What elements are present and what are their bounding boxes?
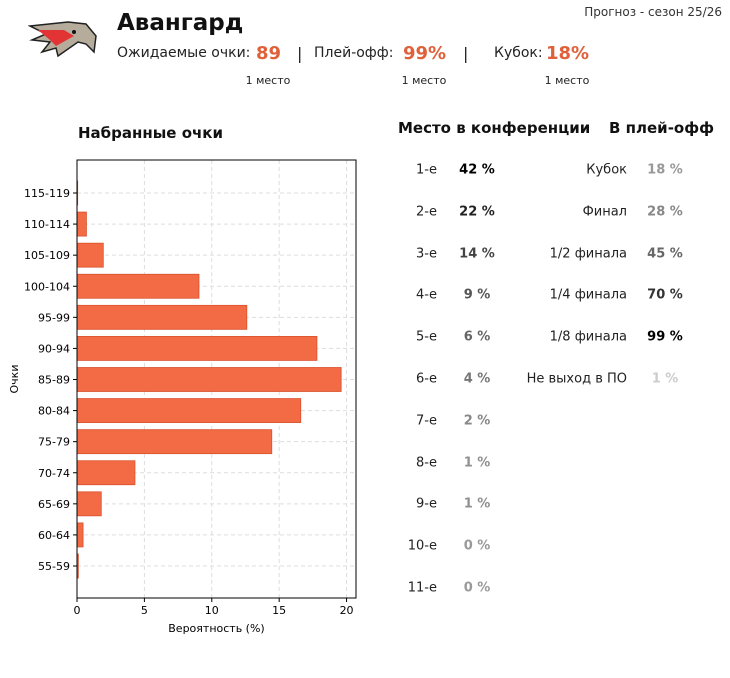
playoff-stage-label: Не выход в ПО	[526, 371, 627, 387]
y-tick-label: 105-109	[24, 249, 70, 262]
bar	[76, 367, 342, 392]
bar	[76, 460, 136, 486]
conference-place-label: 5-е	[416, 329, 437, 345]
y-tick-label: 110-114	[24, 218, 70, 231]
y-tick-label: 80-84	[38, 405, 70, 418]
x-tick-label: 10	[205, 604, 219, 617]
bar	[76, 242, 104, 268]
y-tick-label: 65-69	[38, 498, 70, 511]
y-tick-label: 60-64	[38, 529, 70, 542]
conference-place-value: 0 %	[463, 538, 491, 554]
playoff-stage-value: 28 %	[647, 204, 683, 220]
conference-place-value: 4 %	[463, 371, 491, 387]
conference-place-label: 3-е	[416, 246, 437, 262]
conference-place-value: 0 %	[463, 580, 491, 596]
bar	[76, 211, 87, 237]
playoff-stage-label: 1/8 финала	[549, 329, 627, 345]
x-tick-label: 0	[74, 604, 81, 617]
bar	[76, 273, 200, 299]
conference-place-value: 42 %	[459, 162, 495, 178]
conference-place-value: 9 %	[463, 287, 491, 303]
conference-place-value: 22 %	[459, 204, 495, 220]
cup-value: 18%	[546, 43, 590, 64]
playoff-stage-value: 45 %	[647, 246, 683, 262]
conference-place-value: 1 %	[463, 455, 491, 471]
conference-title: Место в конференции	[398, 119, 591, 137]
y-tick-label: 95-99	[38, 311, 70, 324]
expected-points-label: Ожидаемые очки:	[117, 45, 251, 61]
conference-place-label: 6-е	[416, 371, 437, 387]
team-logo	[28, 21, 97, 58]
playoff-stage-label: 1/2 финала	[549, 246, 627, 262]
playoff-title: В плей-офф	[609, 119, 714, 137]
chart-title: Набранные очки	[78, 124, 223, 142]
season-label: Прогноз - сезон 25/26	[584, 5, 722, 19]
conference-place-value: 14 %	[459, 246, 495, 262]
playoff-stage-label: Кубок	[586, 162, 627, 178]
conference-place-label: 11-е	[407, 580, 437, 596]
bar	[76, 429, 273, 455]
separator: |	[463, 44, 469, 63]
y-tick-label: 90-94	[38, 342, 70, 355]
plot-frame	[76, 159, 357, 599]
expected-points-value: 89	[256, 43, 282, 64]
separator: |	[297, 44, 303, 63]
conference-place-value: 6 %	[463, 329, 491, 345]
y-tick-label: 115-119	[24, 187, 70, 200]
y-tick-label: 75-79	[38, 436, 70, 449]
conference-place-label: 10-е	[407, 538, 437, 554]
x-axis-label: Вероятность (%)	[168, 622, 264, 635]
conference-place-value: 1 %	[463, 496, 491, 512]
team-name: Авангард	[117, 10, 244, 36]
conference-place-label: 7-е	[416, 413, 437, 429]
conference-place-value: 2 %	[463, 413, 491, 429]
cup-rank: 1 место	[544, 74, 590, 87]
y-tick-label: 85-89	[38, 374, 70, 387]
bar	[76, 491, 102, 517]
playoff-stage-value: 1 %	[651, 371, 679, 387]
playoff-stage-value: 99 %	[647, 329, 683, 345]
playoff-stage-label: 1/4 финала	[549, 287, 627, 303]
cup-label: Кубок:	[494, 45, 543, 61]
x-tick-label: 20	[340, 604, 354, 617]
bar	[76, 398, 302, 423]
conference-place-label: 1-е	[416, 162, 437, 178]
conference-place-label: 9-е	[416, 496, 437, 512]
playoff-rank: 1 место	[401, 74, 447, 87]
x-tick-label: 15	[272, 604, 286, 617]
expected-points-rank: 1 место	[245, 74, 291, 87]
bar	[76, 522, 84, 548]
bar	[76, 336, 318, 361]
playoff-stage-value: 18 %	[647, 162, 683, 178]
conference-place-label: 8-е	[416, 455, 437, 471]
playoff-label: Плей-офф:	[314, 45, 394, 61]
conference-place-label: 4-е	[416, 287, 437, 303]
playoff-stage-label: Финал	[582, 204, 627, 220]
playoff-value: 99%	[403, 43, 447, 64]
x-tick-label: 5	[141, 604, 148, 617]
y-axis-label: Очки	[8, 365, 21, 394]
playoff-stage-value: 70 %	[647, 287, 683, 303]
y-tick-label: 100-104	[24, 280, 70, 293]
y-tick-label: 70-74	[38, 467, 70, 480]
bar	[76, 304, 248, 330]
y-tick-label: 55-59	[38, 560, 70, 573]
conference-place-label: 2-е	[416, 204, 437, 220]
